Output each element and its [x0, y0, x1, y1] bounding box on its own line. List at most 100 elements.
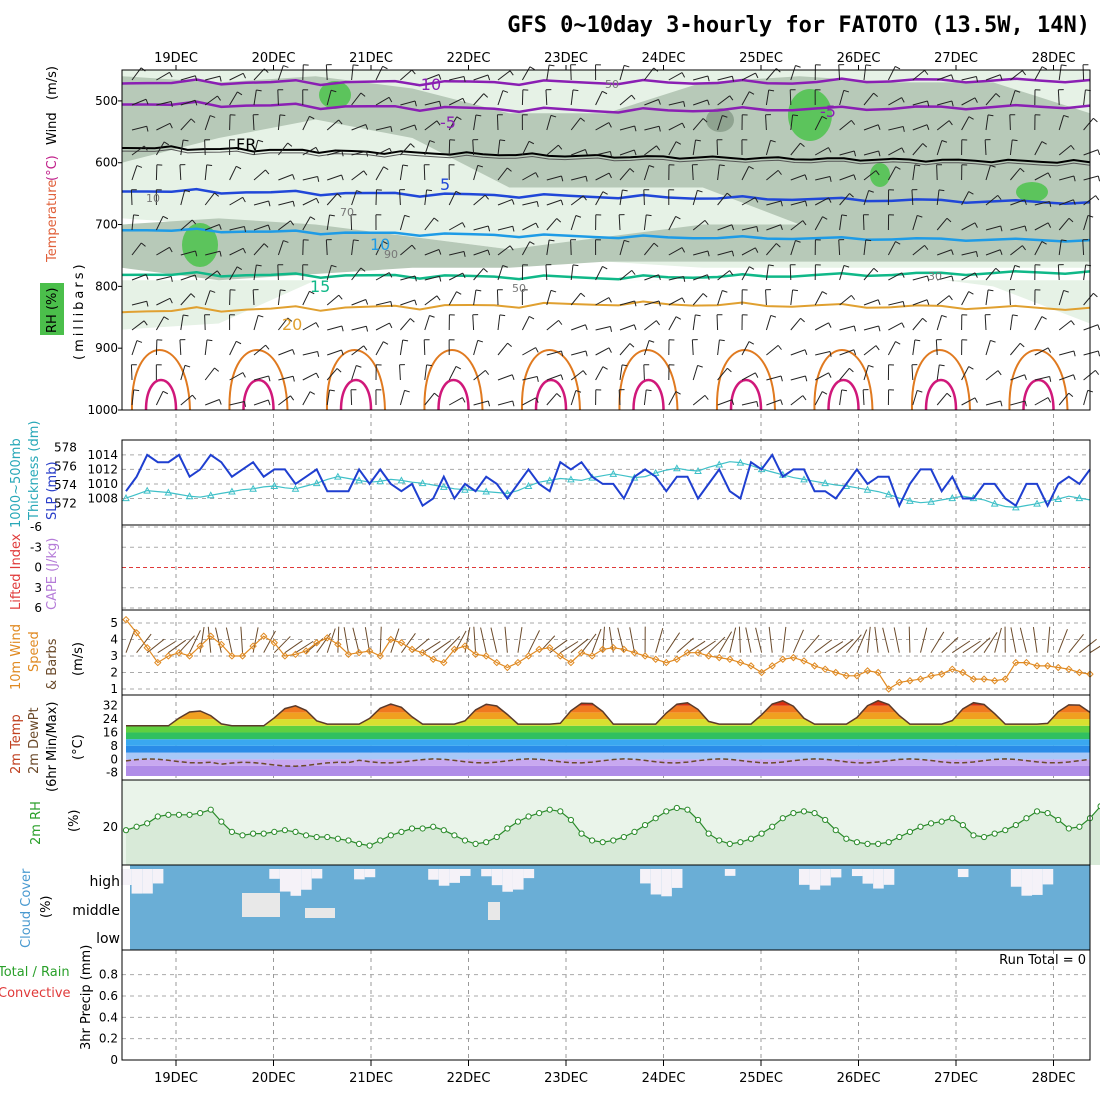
wind-barb-feather [292, 201, 295, 207]
wind-barb-shaft [253, 243, 265, 256]
wind-barb [180, 314, 189, 331]
wind-barb-shaft [1034, 89, 1036, 106]
wind-barb [1010, 199, 1027, 206]
wind-barb-shaft [180, 118, 192, 131]
wind-barb [692, 189, 703, 206]
cloud-gap-high [269, 869, 280, 879]
wind10-barb [856, 629, 868, 653]
wind-barb-feather [683, 101, 686, 107]
wind-barb [399, 189, 405, 206]
wind-barb-feather [237, 91, 243, 96]
rh-marker [949, 815, 956, 822]
wind-barb-shaft [229, 401, 245, 406]
wind-barb-feather [383, 341, 389, 345]
wind-barb [693, 75, 710, 82]
wind-barb-feather [475, 114, 482, 117]
wind-barb-feather [414, 124, 417, 131]
wind-barb-feather [462, 272, 466, 279]
wind-barb [351, 124, 369, 131]
wind-barb-shaft [887, 214, 890, 231]
wind-barb-feather [512, 400, 515, 407]
li-tick: -6 [30, 520, 42, 534]
rh-marker [1055, 816, 1062, 824]
wind-barb [1034, 316, 1047, 331]
wind10-marker [238, 652, 247, 660]
wind-barb-feather [888, 364, 895, 366]
wind-barb-shaft [131, 340, 138, 356]
wind-barb-shaft [619, 240, 625, 256]
wind-barb-feather [697, 189, 703, 193]
wind-barb [618, 389, 625, 406]
wind-barb-shaft [179, 339, 182, 356]
wind-barb-shaft [936, 189, 940, 206]
wind-barb [521, 89, 529, 106]
wind-barb [204, 164, 213, 181]
wind-barb [961, 339, 968, 356]
isotherm-25 [618, 349, 679, 411]
wind-barb-feather [216, 270, 221, 276]
wind-barb [400, 100, 417, 107]
wind-barb-shaft [229, 314, 231, 331]
wind-barb-feather [462, 222, 466, 228]
wind-barb-feather [822, 391, 828, 395]
rh-marker [366, 842, 373, 849]
wind-barb-shaft [595, 64, 597, 81]
wind-barb [399, 214, 410, 231]
date-label-top: 28DEC [1032, 51, 1076, 66]
wind10-barb [1010, 627, 1017, 653]
isotherm-30 [827, 378, 860, 411]
wind-barb-feather [353, 239, 359, 242]
wind-barb-shaft [327, 349, 342, 356]
thickness-marker [694, 466, 702, 475]
wind-barb-shaft [546, 144, 559, 156]
wind-barb-shaft [156, 276, 172, 281]
wind-barb-feather [777, 345, 782, 350]
wind-barb-feather [1061, 239, 1067, 242]
wind-barb-shaft [717, 270, 730, 281]
wind-barb-shaft [887, 189, 890, 206]
wind-barb-feather [1014, 264, 1021, 268]
wind-barb-shaft [717, 95, 731, 106]
wind-barb-shaft [424, 217, 435, 231]
rh-marker [472, 840, 479, 847]
wind-barb-feather [997, 370, 1002, 376]
wind-barb-feather [726, 192, 732, 197]
wind-barb-shaft [839, 367, 850, 381]
wind-barb-shaft [619, 168, 631, 181]
rh-marker [408, 825, 416, 832]
cloud-gap-high [459, 869, 471, 876]
wind-barb-shaft [668, 141, 677, 156]
label-speed: Speed [27, 631, 42, 672]
wind-barb-shaft [204, 290, 211, 306]
wind10-barb [962, 640, 981, 654]
wind-barb [424, 249, 442, 256]
wind-barb-shaft [717, 164, 720, 181]
cloud-gap-high [311, 869, 323, 879]
wind-barb-feather [1070, 320, 1075, 326]
wind-barb-shaft [1058, 115, 1065, 131]
wind-barb-shaft [131, 98, 147, 106]
rh-marker [302, 832, 310, 839]
wind-barb [1009, 264, 1021, 281]
wind-barb-feather [256, 264, 262, 267]
wind-barb-shaft [692, 219, 706, 231]
wind-barb [814, 372, 832, 381]
wind-barb-shaft [887, 341, 896, 356]
wind-barb-shaft [180, 190, 186, 206]
wind-barb [790, 240, 801, 256]
wind-barb-feather [1021, 70, 1026, 76]
slp-tick: 1010 [87, 477, 118, 491]
wind-barb-feather [487, 74, 491, 81]
wind-barb [1059, 350, 1076, 357]
wind10-barb [803, 634, 820, 654]
cloud-gap-high [523, 869, 535, 879]
temp-tick: -8 [106, 766, 118, 780]
wind-barb [985, 249, 1003, 256]
wind-barb-shaft [790, 289, 794, 306]
wind-barb [375, 301, 393, 307]
wind-barb [643, 214, 652, 231]
wind-barb-feather [901, 322, 905, 328]
wind-barb-feather [141, 242, 146, 247]
rh-marker [843, 835, 850, 842]
wind-barb [643, 340, 655, 356]
